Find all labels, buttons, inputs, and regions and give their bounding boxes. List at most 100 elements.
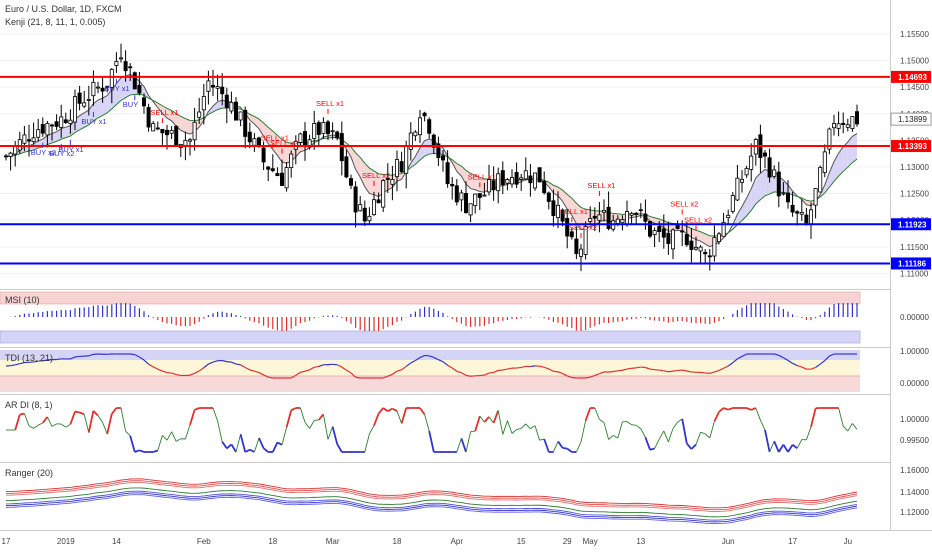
candle-body[interactable] xyxy=(635,213,638,214)
candle-body[interactable] xyxy=(819,168,822,193)
candle-body[interactable] xyxy=(395,160,398,177)
candle-body[interactable] xyxy=(83,103,86,106)
candle-body[interactable] xyxy=(533,173,536,188)
candle-body[interactable] xyxy=(138,85,141,93)
candle-body[interactable] xyxy=(248,132,251,142)
candle-body[interactable] xyxy=(50,125,53,126)
candle-body[interactable] xyxy=(464,193,467,212)
candle-body[interactable] xyxy=(414,132,417,136)
candle-body[interactable] xyxy=(423,113,426,116)
candle-body[interactable] xyxy=(460,193,463,200)
candle-body[interactable] xyxy=(782,193,785,194)
candle-body[interactable] xyxy=(239,112,242,120)
candle-body[interactable] xyxy=(165,130,168,134)
candle-body[interactable] xyxy=(198,112,201,117)
candle-body[interactable] xyxy=(428,120,431,134)
candle-body[interactable] xyxy=(538,168,541,182)
candle-body[interactable] xyxy=(253,139,256,146)
candle-body[interactable] xyxy=(451,184,454,185)
candle-body[interactable] xyxy=(69,120,72,123)
candle-body[interactable] xyxy=(736,178,739,200)
candle-body[interactable] xyxy=(119,58,122,59)
candle-body[interactable] xyxy=(27,140,30,141)
candle-body[interactable] xyxy=(846,125,849,128)
candle-body[interactable] xyxy=(441,156,444,160)
candle-body[interactable] xyxy=(685,234,688,244)
candle-body[interactable] xyxy=(37,130,40,138)
candle-body[interactable] xyxy=(768,158,771,177)
candle-body[interactable] xyxy=(478,194,481,198)
candle-body[interactable] xyxy=(740,179,743,182)
candle-body[interactable] xyxy=(354,187,357,212)
candle-body[interactable] xyxy=(543,181,546,192)
candle-body[interactable] xyxy=(221,87,224,94)
candle-body[interactable] xyxy=(276,173,279,175)
candle-body[interactable] xyxy=(4,156,7,157)
candle-body[interactable] xyxy=(391,179,394,184)
candle-body[interactable] xyxy=(322,123,325,134)
candle-body[interactable] xyxy=(372,200,375,215)
candle-body[interactable] xyxy=(506,180,509,184)
candle-body[interactable] xyxy=(552,201,555,216)
candle-body[interactable] xyxy=(786,193,789,202)
candle-body[interactable] xyxy=(805,215,808,223)
candle-body[interactable] xyxy=(368,216,371,220)
candle-body[interactable] xyxy=(653,231,656,235)
candle-body[interactable] xyxy=(662,229,665,237)
candle-body[interactable] xyxy=(630,213,633,215)
candle-body[interactable] xyxy=(87,99,90,100)
candle-body[interactable] xyxy=(704,252,707,253)
candle-body[interactable] xyxy=(207,81,210,91)
candle-body[interactable] xyxy=(46,123,49,135)
candle-body[interactable] xyxy=(524,171,527,179)
candle-body[interactable] xyxy=(184,140,187,145)
candle-body[interactable] xyxy=(501,171,504,185)
candle-body[interactable] xyxy=(713,238,716,256)
candle-body[interactable] xyxy=(593,216,596,218)
candle-body[interactable] xyxy=(115,61,118,65)
candle-body[interactable] xyxy=(515,172,518,184)
candle-body[interactable] xyxy=(175,126,178,145)
candle-body[interactable] xyxy=(345,157,348,177)
candle-body[interactable] xyxy=(142,98,145,106)
candle-body[interactable] xyxy=(55,122,58,127)
candle-body[interactable] xyxy=(32,138,35,142)
candle-body[interactable] xyxy=(262,148,265,162)
candle-body[interactable] xyxy=(382,180,385,207)
candle-body[interactable] xyxy=(492,181,495,190)
candle-body[interactable] xyxy=(602,210,605,212)
candle-body[interactable] xyxy=(124,62,127,71)
candle-body[interactable] xyxy=(193,122,196,139)
candle-body[interactable] xyxy=(303,132,306,146)
candle-body[interactable] xyxy=(483,195,486,196)
candle-body[interactable] xyxy=(510,177,513,183)
candle-body[interactable] xyxy=(671,230,674,249)
candle-body[interactable] xyxy=(267,167,270,169)
candle-body[interactable] xyxy=(202,97,205,110)
candle-body[interactable] xyxy=(73,97,76,122)
candle-body[interactable] xyxy=(400,162,403,172)
candle-body[interactable] xyxy=(575,239,578,254)
candle-body[interactable] xyxy=(64,120,67,123)
candle-body[interactable] xyxy=(773,170,776,176)
candle-body[interactable] xyxy=(244,110,247,136)
candle-body[interactable] xyxy=(745,168,748,174)
candle-body[interactable] xyxy=(377,200,380,203)
candle-body[interactable] xyxy=(211,85,214,87)
candle-body[interactable] xyxy=(731,196,734,212)
candle-body[interactable] xyxy=(285,168,288,188)
candle-body[interactable] xyxy=(474,194,477,206)
candle-body[interactable] xyxy=(446,163,449,184)
candle-body[interactable] xyxy=(598,215,601,220)
candle-body[interactable] xyxy=(188,140,191,141)
candle-body[interactable] xyxy=(230,102,233,111)
candle-body[interactable] xyxy=(487,180,490,192)
candle-body[interactable] xyxy=(161,129,164,133)
candle-body[interactable] xyxy=(271,169,274,171)
candle-body[interactable] xyxy=(639,210,642,211)
candle-body[interactable] xyxy=(777,172,780,196)
candle-body[interactable] xyxy=(690,241,693,250)
candle-body[interactable] xyxy=(280,173,283,185)
candle-body[interactable] xyxy=(331,131,334,132)
